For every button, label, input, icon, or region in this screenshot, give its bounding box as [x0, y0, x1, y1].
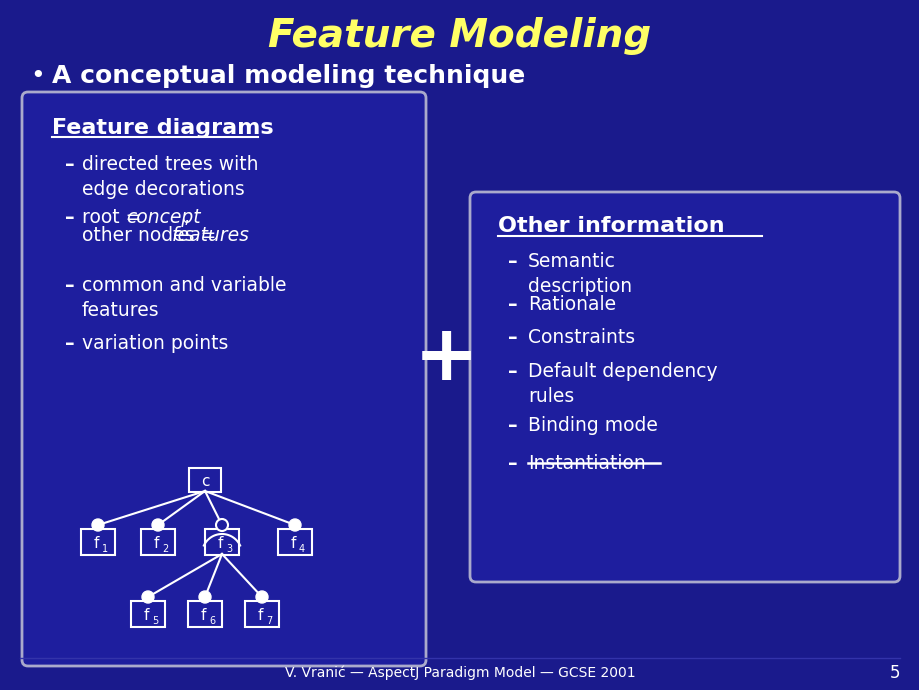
Text: –: –: [507, 362, 517, 381]
FancyBboxPatch shape: [130, 601, 165, 627]
FancyBboxPatch shape: [278, 529, 312, 555]
Circle shape: [199, 591, 210, 603]
Text: 5: 5: [889, 664, 900, 682]
Text: –: –: [65, 155, 74, 174]
Circle shape: [216, 519, 228, 531]
Text: f: f: [257, 607, 263, 622]
Circle shape: [142, 591, 153, 603]
Text: •: •: [30, 64, 45, 88]
Text: other nodes =: other nodes =: [82, 226, 222, 245]
Text: 6: 6: [209, 616, 215, 626]
Text: 7: 7: [266, 616, 272, 626]
FancyBboxPatch shape: [81, 529, 115, 555]
Text: –: –: [507, 252, 517, 271]
FancyBboxPatch shape: [205, 529, 239, 555]
Text: Rationale: Rationale: [528, 295, 616, 314]
Text: +: +: [413, 320, 478, 396]
Text: f: f: [153, 535, 158, 551]
Text: f: f: [93, 535, 98, 551]
Text: –: –: [507, 328, 517, 347]
Text: –: –: [65, 334, 74, 353]
Text: Instantiation: Instantiation: [528, 454, 645, 473]
Text: 4: 4: [299, 544, 305, 554]
Text: features: features: [172, 226, 250, 245]
Text: 3: 3: [226, 544, 232, 554]
Text: ,: ,: [184, 208, 190, 227]
Circle shape: [289, 519, 301, 531]
Text: –: –: [507, 416, 517, 435]
Text: –: –: [65, 276, 74, 295]
Text: f: f: [143, 607, 149, 622]
Text: concept: concept: [126, 208, 200, 227]
Text: Semantic
description: Semantic description: [528, 252, 631, 296]
FancyBboxPatch shape: [22, 92, 425, 666]
FancyBboxPatch shape: [141, 529, 175, 555]
FancyBboxPatch shape: [187, 601, 221, 627]
Text: Feature Modeling: Feature Modeling: [268, 17, 651, 55]
Text: –: –: [65, 208, 74, 227]
Text: 5: 5: [152, 616, 158, 626]
Text: 2: 2: [162, 544, 168, 554]
FancyBboxPatch shape: [470, 192, 899, 582]
Circle shape: [92, 519, 104, 531]
Text: V. Vranić — AspectJ Paradigm Model — GCSE 2001: V. Vranić — AspectJ Paradigm Model — GC…: [284, 666, 635, 680]
Text: f: f: [200, 607, 206, 622]
Text: Constraints: Constraints: [528, 328, 634, 347]
Text: 1: 1: [102, 544, 108, 554]
Circle shape: [255, 591, 267, 603]
Text: –: –: [507, 454, 517, 473]
Text: –: –: [507, 295, 517, 314]
Text: variation points: variation points: [82, 334, 228, 353]
Text: Other information: Other information: [497, 216, 724, 236]
Text: root =: root =: [82, 208, 147, 227]
Text: Binding mode: Binding mode: [528, 416, 657, 435]
Text: A conceptual modeling technique: A conceptual modeling technique: [52, 64, 525, 88]
Text: f: f: [290, 535, 295, 551]
Text: f: f: [217, 535, 222, 551]
Text: common and variable
features: common and variable features: [82, 276, 286, 320]
Circle shape: [152, 519, 164, 531]
Text: Default dependency
rules: Default dependency rules: [528, 362, 717, 406]
FancyBboxPatch shape: [188, 468, 221, 492]
Text: c: c: [200, 473, 209, 489]
FancyBboxPatch shape: [244, 601, 278, 627]
Text: Feature diagrams: Feature diagrams: [52, 118, 273, 138]
Text: directed trees with
edge decorations: directed trees with edge decorations: [82, 155, 258, 199]
